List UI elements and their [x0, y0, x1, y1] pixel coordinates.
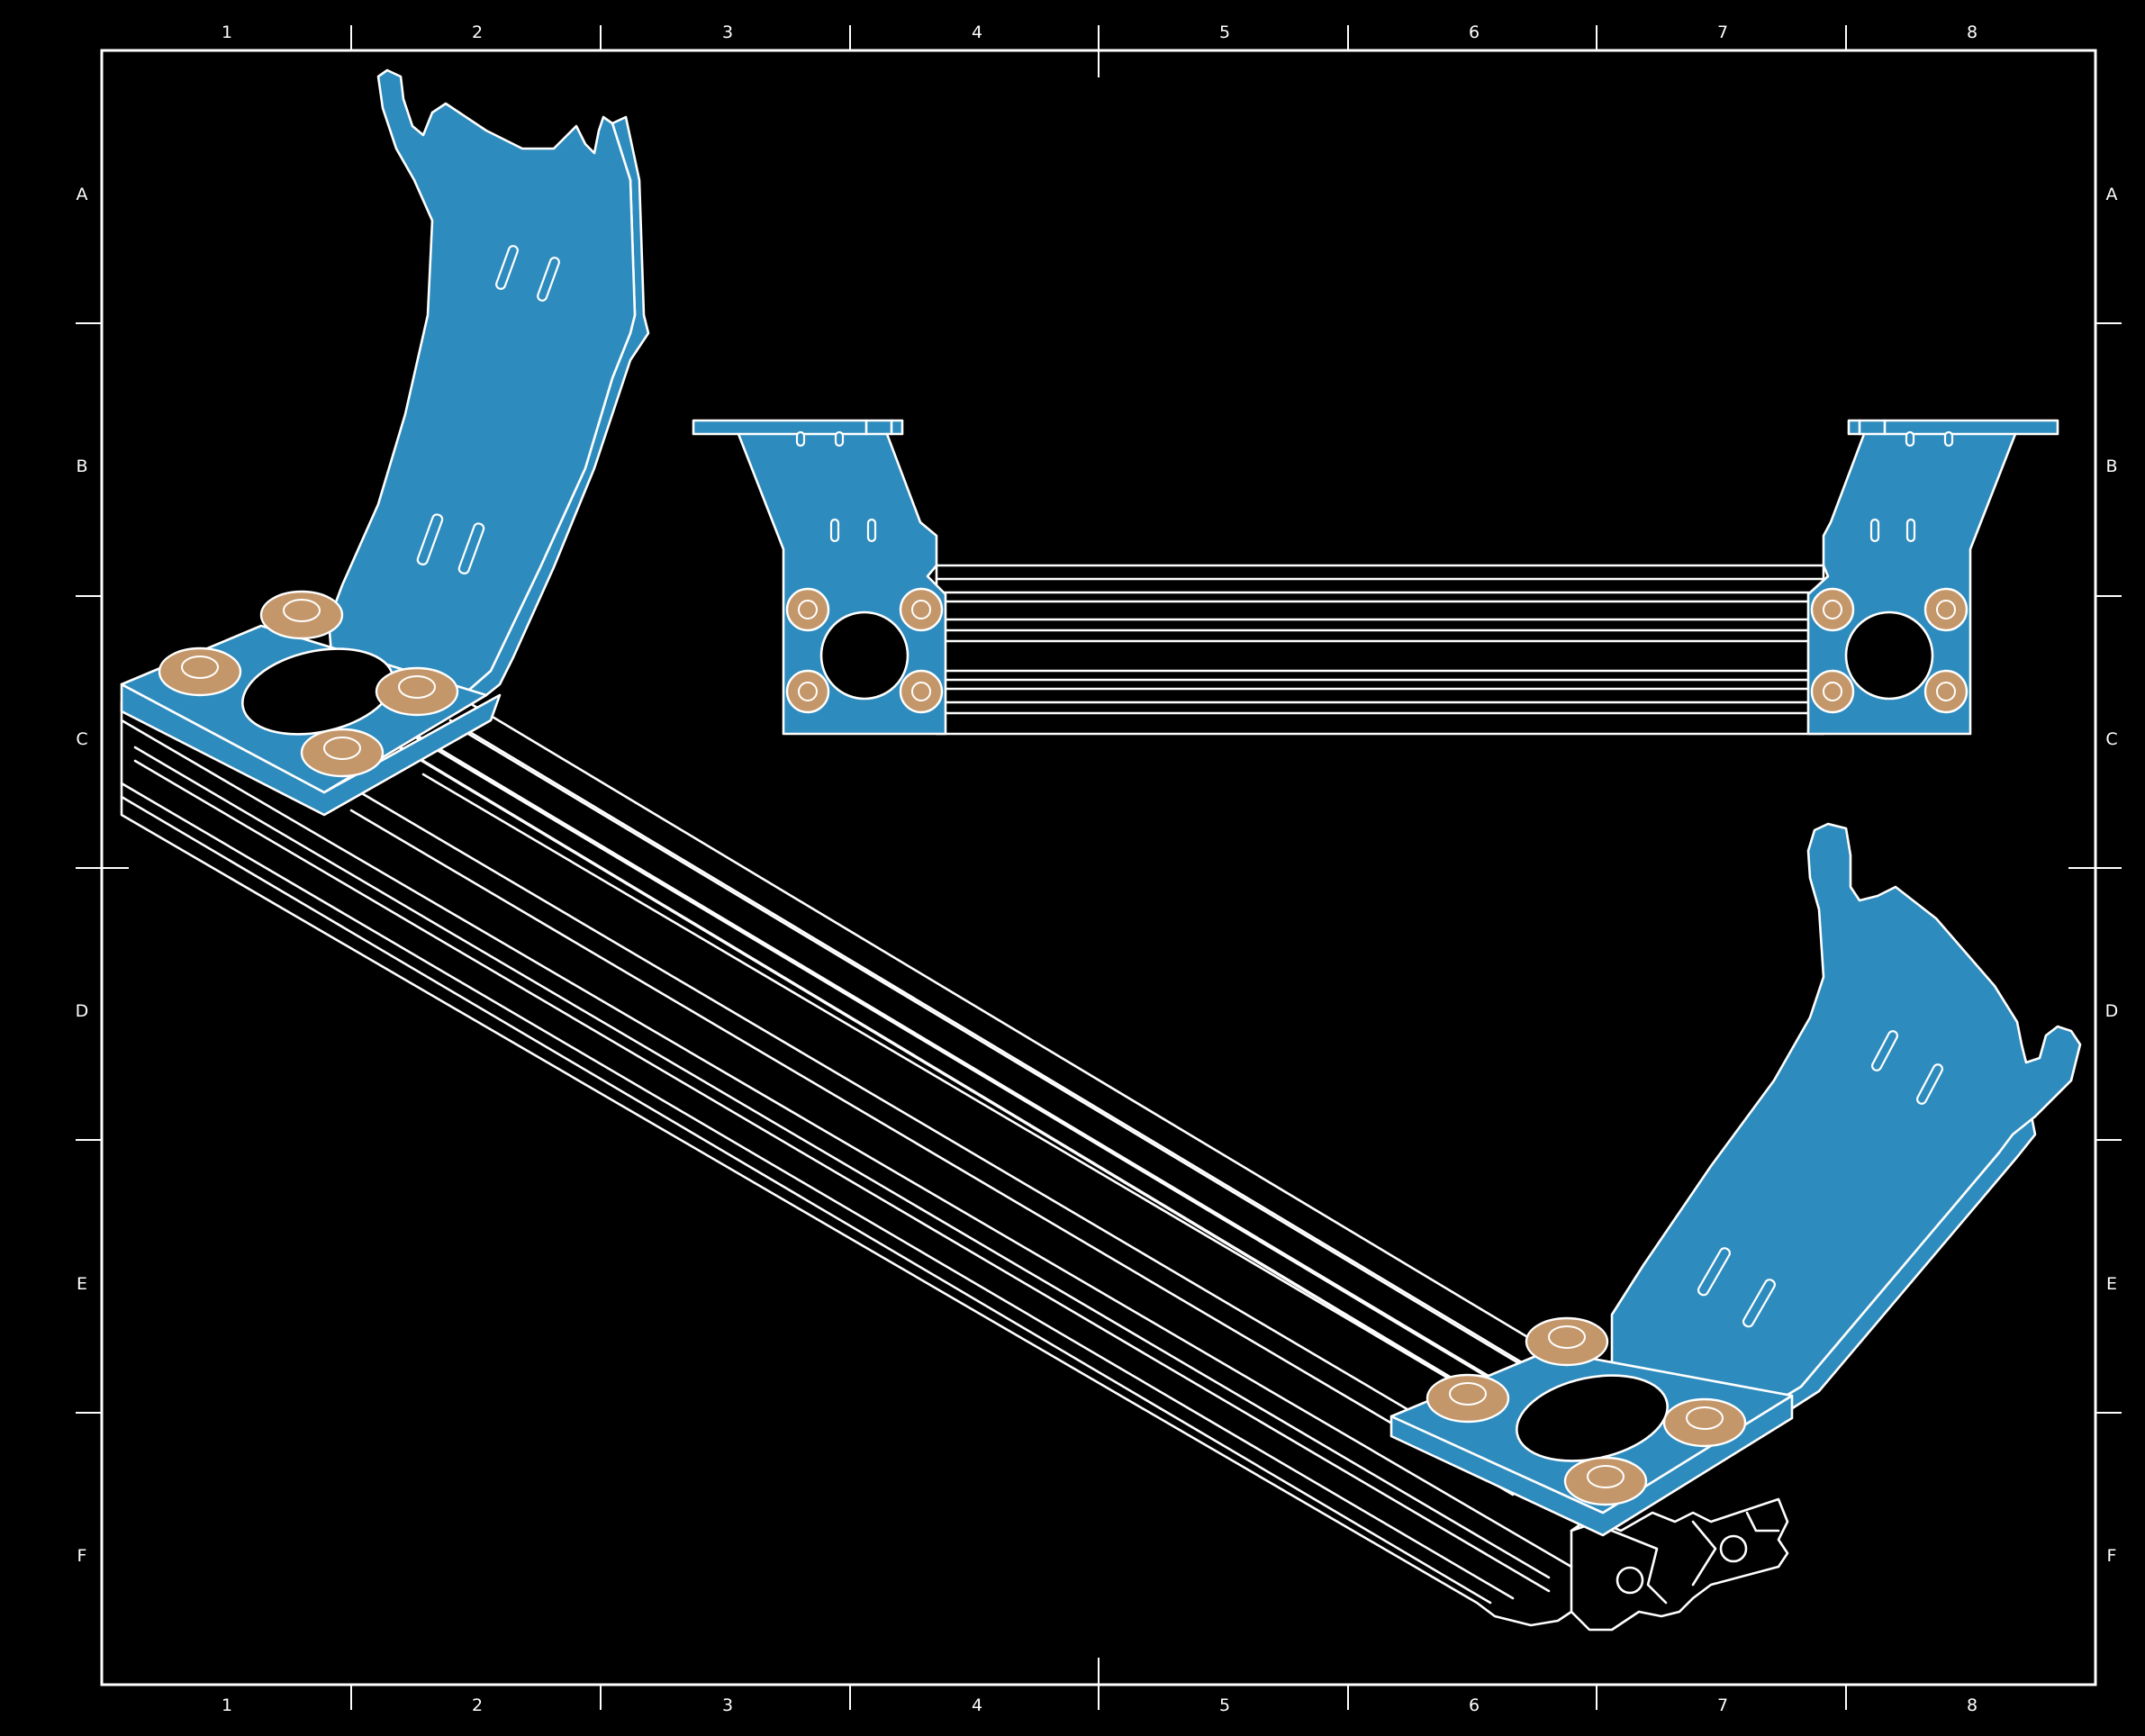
row-label: F: [77, 1546, 87, 1566]
row-label: D: [2105, 1001, 2119, 1021]
col-label: 5: [1219, 1695, 1230, 1715]
row-label: F: [2107, 1546, 2117, 1566]
drawing-frame: 1 2 3 4 5 6 7 8 1 2 3 4 5 6 7 8 A B C D …: [76, 23, 2122, 1715]
front-bracket-right: [1806, 419, 2059, 736]
row-label: C: [76, 729, 87, 749]
row-label: C: [2105, 729, 2117, 749]
front-view: [692, 419, 2059, 736]
iso-right-bolts: [1425, 1316, 1747, 1506]
col-label: 1: [222, 1695, 232, 1715]
row-label: D: [76, 1001, 89, 1021]
row-labels-right: A B C D E F: [2105, 185, 2119, 1566]
col-label: 4: [972, 23, 982, 42]
iso-bracket-left: [120, 68, 650, 817]
front-right-bolts: [1810, 587, 1969, 714]
iso-left-bolts: [158, 590, 459, 778]
front-view-rail: [935, 564, 1825, 736]
col-label: 1: [222, 23, 232, 42]
column-labels-top: 1 2 3 4 5 6 7 8: [222, 23, 1978, 42]
front-bracket-left: [692, 419, 947, 736]
col-label: 7: [1717, 23, 1728, 42]
col-label: 6: [1469, 23, 1480, 42]
front-left-bolts: [785, 587, 944, 714]
row-label: A: [2106, 185, 2118, 204]
col-label: 3: [722, 23, 733, 42]
row-label: E: [2106, 1274, 2117, 1294]
col-label: 8: [1967, 1695, 1978, 1715]
col-label: 6: [1469, 1695, 1480, 1715]
col-label: 2: [472, 23, 483, 42]
row-label: B: [76, 457, 87, 476]
row-label: A: [77, 185, 88, 204]
col-label: 5: [1219, 23, 1230, 42]
col-label: 8: [1967, 23, 1978, 42]
iso-bracket-right: [1389, 822, 2082, 1537]
column-labels-bottom: 1 2 3 4 5 6 7 8: [222, 1695, 1978, 1715]
col-label: 2: [472, 1695, 483, 1715]
isometric-view: [120, 68, 2082, 1632]
row-label: E: [77, 1274, 87, 1294]
col-label: 7: [1717, 1695, 1728, 1715]
row-label: B: [2105, 457, 2117, 476]
aluminum-extrusion-rail: [120, 701, 1789, 1632]
row-labels-left: A B C D E F: [76, 185, 89, 1566]
col-label: 4: [972, 1695, 982, 1715]
col-label: 3: [722, 1695, 733, 1715]
